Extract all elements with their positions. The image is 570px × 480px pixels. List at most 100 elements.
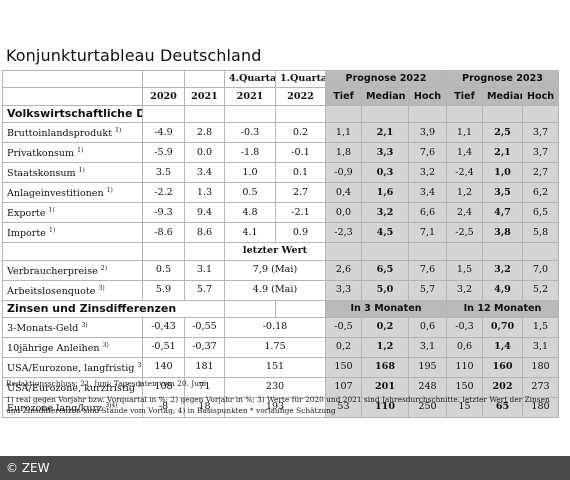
header-hoch: Hoch [522,87,559,106]
header-hoch: Hoch [408,87,447,106]
footnote-marker: 1) [48,207,55,215]
section-title: Volkswirtschaftliche Daten [2,104,143,124]
value-cell: -0,37 [184,336,225,358]
table-row: 10jährige Anleihen 3) -0,51 -0,37 1.75 0,2 1,… [2,336,559,358]
value-cell: -0.1 [275,142,326,164]
row-label: Bruttoinlandsprodukt 1) [2,122,143,144]
footnote-marker: 3)4) [138,381,142,389]
table-cell [142,104,185,124]
letzter-wert-label: letzter Wert [224,242,326,261]
value-cell: 168 [361,356,409,378]
table-cell [184,242,225,261]
table-cell [408,104,447,124]
header-median: Median [482,87,523,106]
value-cell: 6,5 [522,202,559,224]
value-cell: 150 [446,376,483,398]
header-year: 2021 [184,87,225,106]
value-cell: -0,5 [325,316,362,338]
value-cell: 3,2 [361,202,409,224]
value-cell: 180 [522,396,559,418]
value-cell: 0,4 [325,182,362,204]
value-cell: -0,51 [142,336,185,358]
table-row: Arbeitslosenquote 3) 5.9 5.7 4.9 (Mai) 3,3 5,… [2,279,559,301]
footnote-marker: 1) [77,147,84,155]
value-cell: 0,2 [325,336,362,358]
table-cell [2,242,143,261]
value-cell: 3,3 [325,279,362,301]
table-row: 3-Monats-Geld 3) -0,43 -0,55 -0.18 -0,5 0,2 0,… [2,316,559,338]
value-cell: 3,9 [408,122,447,144]
footnote-marker: 3) [81,321,88,329]
value-cell: -1.8 [224,142,276,164]
value-cell: 0,6 [408,316,447,338]
value-cell: 18 [184,396,225,418]
value-cell: 0,3 [361,162,409,184]
table-row: Eurozone lang/kurz 3)4) -8 18 193 53 110 250 15… [2,396,559,418]
value-cell: -2,3 [325,222,362,244]
value-cell: -5.9 [142,142,185,164]
value-cell: 4,7 [482,202,523,224]
value-cell: 5,8 [522,222,559,244]
value-cell: 6,6 [408,202,447,224]
table-row: Anlageinvestitionen 1) -2.2 1.3 0.5 2.7 0,4 1,… [2,182,559,204]
row-label: 3-Monats-Geld 3) [2,316,143,338]
table-cell [482,242,523,261]
row-label: Eurozone lang/kurz 3)4) [2,396,143,418]
value-cell: 0.0 [184,142,225,164]
value-cell: 3,2 [482,259,523,281]
value-cell: 0.2 [275,122,326,144]
value-cell: 110 [446,356,483,378]
row-label-text: Anlageinvestitionen [7,188,104,200]
value-cell: 1,4 [446,142,483,164]
header-prognose-2023: Prognose 2023 [446,69,559,89]
value-cell: 202 [482,376,523,398]
value-cell: 3,1 [408,336,447,358]
value-cell: 1.75 [224,336,326,358]
value-cell: -4.9 [142,122,185,144]
value-cell: 180 [522,356,559,378]
table-cell [142,69,185,89]
value-cell: -2,5 [446,222,483,244]
footnote-marker: 2) [100,264,108,272]
value-cell: 5,7 [408,279,447,301]
value-cell: 1,0 [482,162,523,184]
value-cell: 3.5 [142,162,185,184]
value-cell: -0.18 [224,316,326,338]
value-cell: 0.5 [224,182,276,204]
header-tief: Tief [446,87,483,106]
redaction-note: Redaktionsschluss: 21. Juni; Tagesdaten … [6,379,209,388]
value-cell: 151 [224,356,326,378]
value-cell: 160 [482,356,523,378]
value-cell: 2,5 [482,122,523,144]
value-cell: 3,7 [522,122,559,144]
value-cell: 4.1 [224,222,276,244]
value-cell: 181 [184,356,225,378]
row-label-text: Exporte [7,208,46,220]
table-cell [224,104,276,124]
row-label: Verbraucherpreise 2) [2,259,143,281]
value-cell: 3,5 [482,182,523,204]
row-label-text: Bruttoinlandsprodukt [7,128,113,140]
value-cell: 2.7 [275,182,326,204]
value-cell: 1,5 [446,259,483,281]
footnote-marker: 1) [78,167,85,175]
header-row-2: 2020202120212022TiefMedianHochTiefMedian… [2,87,559,106]
table-cell [446,242,483,261]
table-cell [325,242,362,261]
page-title: Konjunkturtableau Deutschland [6,46,262,65]
value-cell: 1,6 [361,182,409,204]
row-label: Arbeitslosenquote 3) [2,279,143,301]
table-cell [325,104,362,124]
value-cell: 2,4 [446,202,483,224]
table-cell [361,242,409,261]
value-cell: 3.4 [184,162,225,184]
value-cell: 1.0 [224,162,276,184]
row-label-text: Privatkonsum [7,148,75,160]
value-cell: 3,8 [482,222,523,244]
table-row: Verbraucherpreise 2) 0.5 3.1 7,9 (Mai) 2,6 6,… [2,259,559,281]
footnote-marker: 1) [115,127,122,135]
header-median: Median [361,87,409,106]
table-cell [275,104,326,124]
value-cell: 6,5 [361,259,409,281]
table-row: Exporte 1) -9.3 9.4 4.8 -2.1 0,0 3,2 6,6 2,4 4,7 6… [2,202,559,224]
